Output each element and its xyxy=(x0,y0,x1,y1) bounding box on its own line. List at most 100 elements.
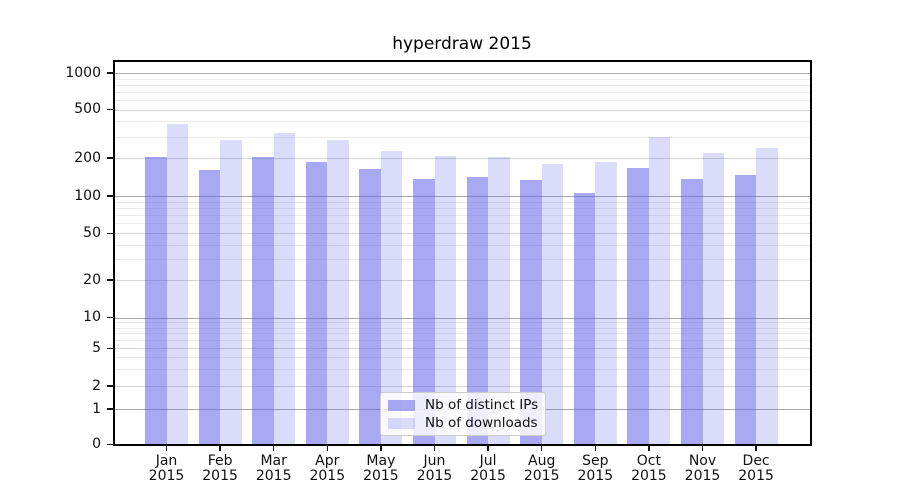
y-tick-label-20: 20 xyxy=(83,271,101,288)
x-tick-mar xyxy=(272,446,275,451)
gridline-minor-300 xyxy=(115,136,810,138)
gridline-minor-6 xyxy=(115,340,810,342)
x-tick-month-nov: Nov xyxy=(688,453,717,469)
gridline-50 xyxy=(115,233,810,235)
y-tick-label-500: 500 xyxy=(74,101,101,118)
y-tick-label-1: 1 xyxy=(92,400,101,417)
gridline-minor-30 xyxy=(115,259,810,261)
bar-mar-downloads xyxy=(273,133,296,444)
legend-entry-downloads: Nb of downloads xyxy=(388,415,538,431)
x-tick-month-aug: Aug xyxy=(528,453,556,469)
bar-dec-distinct-ips xyxy=(734,174,757,444)
gridline-minor-8 xyxy=(115,327,810,329)
gridline-minor-800 xyxy=(115,84,810,86)
x-tick-label-oct: Oct 2015 xyxy=(631,454,667,483)
bar-jun-downloads xyxy=(434,156,456,444)
y-tick-1 xyxy=(107,408,114,410)
y-tick-1000 xyxy=(107,72,114,74)
x-tick-year-dec: 2015 xyxy=(738,467,774,484)
x-tick-year-mar: 2015 xyxy=(255,467,292,484)
x-tick-month-mar: Mar xyxy=(260,453,287,469)
bar-aug-downloads xyxy=(541,163,564,444)
x-tick-year-apr: 2015 xyxy=(309,467,346,484)
x-tick-sep xyxy=(594,446,597,451)
x-tick-may xyxy=(380,446,382,451)
legend-entry-distinct-ips: Nb of distinct IPs xyxy=(388,397,538,413)
gridline-minor-90 xyxy=(115,201,810,203)
bar-jun-distinct-ips xyxy=(413,178,435,444)
bar-apr-distinct-ips xyxy=(305,162,328,444)
plot-area xyxy=(113,60,812,446)
gridline-minor-7 xyxy=(115,333,810,335)
gridline-200 xyxy=(115,158,810,159)
gridline-5 xyxy=(115,348,810,350)
bar-aug-distinct-ips xyxy=(520,180,542,444)
bar-jul-distinct-ips xyxy=(466,177,489,444)
gridline-minor-700 xyxy=(115,91,810,93)
gridline-minor-400 xyxy=(115,121,810,123)
y-tick-label-200: 200 xyxy=(74,149,101,166)
x-tick-label-sep: Sep 2015 xyxy=(577,454,613,483)
x-tick-jan xyxy=(165,446,168,451)
x-tick-year-may: 2015 xyxy=(363,467,399,484)
gridline-10 xyxy=(115,317,810,319)
chart-title: hyperdraw 2015 xyxy=(392,34,532,54)
bar-may-downloads xyxy=(380,150,403,444)
y-tick-100 xyxy=(107,195,114,197)
x-tick-month-sep: Sep xyxy=(582,453,609,469)
y-tick-500 xyxy=(107,108,114,111)
y-tick-200 xyxy=(107,157,114,159)
x-tick-month-may: May xyxy=(366,453,396,469)
x-tick-year-jun: 2015 xyxy=(416,467,453,484)
x-tick-label-nov: Nov 2015 xyxy=(685,454,721,483)
bar-nov-distinct-ips xyxy=(681,178,703,444)
gridline-100 xyxy=(115,196,810,197)
gridline-minor-40 xyxy=(115,244,810,246)
legend-label-distinct-ips: Nb of distinct IPs xyxy=(425,397,539,413)
y-tick-label-100: 100 xyxy=(74,187,101,204)
bar-oct-downloads xyxy=(648,136,671,444)
x-tick-nov xyxy=(701,446,704,451)
x-tick-jun xyxy=(433,446,436,451)
x-tick-label-aug: Aug 2015 xyxy=(524,454,560,483)
gridline-20 xyxy=(115,280,810,281)
x-tick-month-feb: Feb xyxy=(207,453,233,469)
y-tick-label-0: 0 xyxy=(92,436,101,452)
bar-jul-downloads xyxy=(488,156,510,444)
bar-mar-distinct-ips xyxy=(252,156,274,444)
x-tick-label-jul: Jul 2015 xyxy=(470,454,506,483)
bar-apr-downloads xyxy=(327,140,349,444)
x-tick-label-jun: Jun 2015 xyxy=(417,454,453,483)
y-tick-2 xyxy=(107,385,114,387)
x-tick-dec xyxy=(755,446,757,451)
gridline-minor-70 xyxy=(115,215,810,217)
bar-sep-distinct-ips xyxy=(573,192,596,444)
y-tick-0 xyxy=(107,443,114,446)
x-tick-apr xyxy=(326,446,329,451)
y-tick-label-5: 5 xyxy=(92,339,101,356)
bar-jan-distinct-ips xyxy=(145,157,167,444)
x-tick-jul xyxy=(487,446,489,451)
bar-feb-downloads xyxy=(220,139,242,444)
x-tick-month-jul: Jul xyxy=(479,453,497,469)
gridline-1000 xyxy=(115,73,810,74)
gridline-minor-600 xyxy=(115,100,810,102)
bar-may-distinct-ips xyxy=(359,168,381,444)
x-tick-month-dec: Dec xyxy=(742,453,770,469)
x-tick-year-jul: 2015 xyxy=(470,467,506,484)
x-tick-label-mar: Mar 2015 xyxy=(256,454,292,483)
legend: Nb of distinct IPs Nb of downloads xyxy=(380,392,546,436)
x-tick-year-oct: 2015 xyxy=(631,467,667,484)
legend-swatch-distinct-ips xyxy=(388,399,415,411)
y-tick-label-1000: 1000 xyxy=(65,64,101,81)
gridline-minor-80 xyxy=(115,208,810,209)
y-tick-20 xyxy=(107,279,114,281)
x-tick-label-dec: Dec 2015 xyxy=(738,454,774,483)
y-tick-50 xyxy=(107,232,114,235)
x-tick-feb xyxy=(219,446,221,451)
gridline-minor-4 xyxy=(115,357,810,359)
legend-swatch-downloads xyxy=(388,417,415,429)
x-tick-month-jan: Jan xyxy=(155,453,178,469)
x-tick-year-sep: 2015 xyxy=(577,467,614,484)
y-tick-label-2: 2 xyxy=(92,377,101,394)
